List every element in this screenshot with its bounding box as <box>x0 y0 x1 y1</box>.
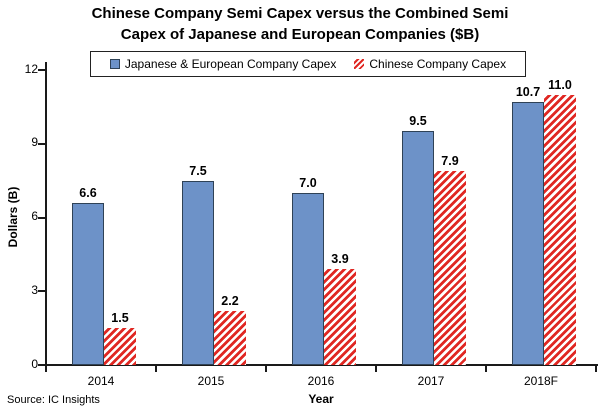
x-tick-label: 2015 <box>197 374 225 388</box>
x-tick <box>45 366 47 372</box>
y-tick-label: 3 <box>31 282 38 297</box>
x-tick-label: 2016 <box>307 374 335 388</box>
bar-japanese-european-2015 <box>182 180 214 365</box>
x-axis-line <box>45 364 598 366</box>
y-tick <box>38 69 45 71</box>
x-tick <box>595 366 597 372</box>
value-label-japanese-european-2015: 7.5 <box>189 163 207 178</box>
x-tick <box>265 366 267 372</box>
bar-japanese-european-2017 <box>402 131 434 365</box>
value-label-japanese-european-2018F: 10.7 <box>515 84 541 99</box>
x-tick <box>485 366 487 372</box>
x-tick-label: 2017 <box>417 374 445 388</box>
legend: Japanese & European Company Capex Chines… <box>90 51 526 77</box>
y-tick <box>38 290 45 293</box>
value-label-japanese-european-2014: 6.6 <box>79 185 97 200</box>
value-label-chinese-2014: 1.5 <box>111 311 129 326</box>
legend-blue-square-icon <box>109 59 120 69</box>
x-axis-title: Year <box>308 392 334 406</box>
legend-item-japanese-european: Japanese & European Company Capex <box>109 57 337 71</box>
bar-chinese-2017 <box>434 170 466 365</box>
y-axis-line <box>45 62 47 366</box>
value-label-japanese-european-2017: 9.5 <box>409 114 427 129</box>
chart-title: Chinese Company Semi Capex versus the Co… <box>0 3 600 45</box>
bar-chinese-2015 <box>214 310 246 365</box>
y-tick <box>38 216 45 219</box>
y-tick <box>38 142 45 145</box>
chart-title-line1: Chinese Company Semi Capex versus the Co… <box>91 5 509 22</box>
bar-japanese-european-2018F <box>512 101 544 365</box>
x-tick-label: 2014 <box>87 374 115 388</box>
y-tick <box>38 364 45 366</box>
x-tick-label: 2018F <box>523 374 559 388</box>
legend-item-chinese: Chinese Company Capex <box>354 57 506 71</box>
legend-red-hatch-icon <box>354 59 365 69</box>
bar-chinese-2018F <box>544 94 576 365</box>
legend-label-japanese-european: Japanese & European Company Capex <box>124 57 337 71</box>
legend-label-chinese: Chinese Company Capex <box>369 57 507 71</box>
value-label-chinese-2018F: 11.0 <box>548 77 572 92</box>
y-tick-label: 12 <box>24 61 38 76</box>
value-label-chinese-2017: 7.9 <box>441 153 459 168</box>
y-tick-label: 9 <box>31 135 38 150</box>
x-tick <box>375 366 377 372</box>
y-tick-label: 6 <box>31 209 38 223</box>
bar-chinese-2016 <box>324 269 356 365</box>
value-label-japanese-european-2016: 7.0 <box>299 175 317 190</box>
bar-japanese-european-2016 <box>292 192 324 365</box>
x-tick <box>155 366 157 372</box>
value-label-chinese-2015: 2.2 <box>221 293 239 308</box>
bar-chinese-2014 <box>104 328 136 365</box>
value-label-chinese-2016: 3.9 <box>331 252 349 267</box>
bar-japanese-european-2014 <box>72 202 104 365</box>
source-note: Source: IC Insights <box>7 394 100 406</box>
chart-title-line2: Capex of Japanese and European Companies… <box>120 26 480 43</box>
y-tick-label: 0 <box>31 356 38 371</box>
